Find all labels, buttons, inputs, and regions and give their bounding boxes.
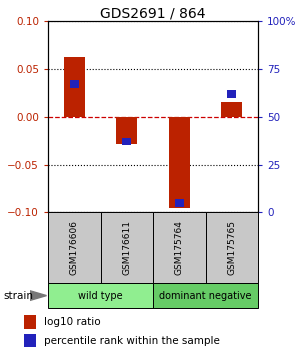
Text: percentile rank within the sample: percentile rank within the sample xyxy=(44,336,220,346)
Bar xyxy=(116,117,137,144)
Bar xyxy=(24,315,36,329)
Bar xyxy=(24,334,36,347)
Text: log10 ratio: log10 ratio xyxy=(44,317,100,327)
Bar xyxy=(206,212,258,283)
Bar xyxy=(169,117,190,208)
Bar xyxy=(221,103,242,117)
Text: strain: strain xyxy=(3,291,33,301)
Bar xyxy=(153,283,258,308)
Bar xyxy=(122,138,131,145)
Bar xyxy=(48,212,100,283)
Text: GSM176606: GSM176606 xyxy=(70,220,79,275)
Bar xyxy=(100,212,153,283)
Bar xyxy=(153,212,206,283)
Title: GDS2691 / 864: GDS2691 / 864 xyxy=(100,6,206,20)
Polygon shape xyxy=(30,291,46,301)
Text: wild type: wild type xyxy=(78,291,123,301)
Bar xyxy=(175,199,184,207)
Bar xyxy=(64,57,85,117)
Text: GSM176611: GSM176611 xyxy=(122,220,131,275)
Bar xyxy=(70,80,79,88)
Text: GSM175764: GSM175764 xyxy=(175,220,184,275)
Text: dominant negative: dominant negative xyxy=(159,291,252,301)
Bar xyxy=(227,90,236,98)
Bar xyxy=(48,283,153,308)
Text: GSM175765: GSM175765 xyxy=(227,220,236,275)
